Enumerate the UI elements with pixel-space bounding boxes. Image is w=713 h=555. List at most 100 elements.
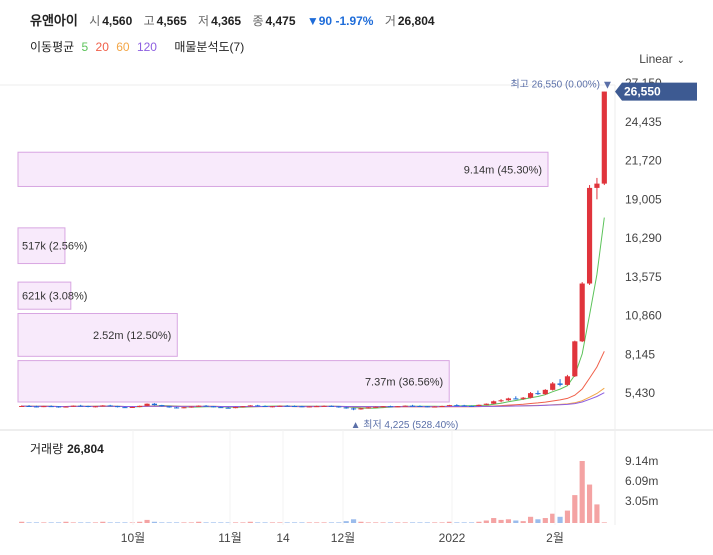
volume-tick-label: 9.14m xyxy=(625,454,658,468)
volume-bar xyxy=(572,495,578,523)
volume-profile-bar xyxy=(17,281,72,310)
open-label: 시 xyxy=(89,14,101,28)
candle-body xyxy=(306,406,312,408)
volume-bar xyxy=(476,521,482,523)
scale-dropdown[interactable]: Linear ⌄ xyxy=(639,52,685,66)
volume-bar xyxy=(159,522,165,523)
candle-body xyxy=(173,407,180,409)
chevron-down-icon: ⌄ xyxy=(676,55,685,66)
volume-bar xyxy=(129,522,135,523)
price-tick-label: 24,435 xyxy=(625,115,662,129)
x-tick-label: 2월 xyxy=(546,531,564,545)
volume-profile-label: 2.52m (12.50%) xyxy=(93,330,171,342)
candle-body xyxy=(151,403,158,406)
candle-body xyxy=(299,406,305,408)
candle-body xyxy=(439,405,445,407)
candle-body xyxy=(63,406,69,408)
candle-body xyxy=(218,407,224,409)
quote-header: 유앤아이 시 4,560 고 4,565 저 4,365 종 4,475 ▼90 -1.… xyxy=(30,10,443,29)
volume-bar xyxy=(262,522,268,523)
candle-body xyxy=(314,406,320,408)
volume-profile-toggle[interactable]: 매물분석도(7) xyxy=(174,40,245,54)
candle-body xyxy=(594,183,600,188)
change-pct: -1.97% xyxy=(335,14,374,28)
volume-profile-label: 517k (2.56%) xyxy=(22,241,87,253)
volume-bar xyxy=(78,522,84,523)
volume-bars-layer: 9.14m 6.09m 3.05m xyxy=(19,454,658,523)
volume-bar xyxy=(166,522,172,523)
x-tick-label: 2022 xyxy=(439,531,466,545)
candle-body xyxy=(188,406,194,408)
volume-bar xyxy=(454,522,460,523)
candle-body xyxy=(513,398,519,400)
candle-layer xyxy=(19,91,607,411)
candle-body xyxy=(210,406,217,408)
candle-body xyxy=(358,408,364,410)
volume-bar xyxy=(173,522,180,523)
volume-bar xyxy=(505,519,512,523)
volume-bar xyxy=(232,522,239,523)
volume-tick-label: 6.09m xyxy=(625,474,658,488)
candle-body xyxy=(380,406,386,408)
candle-body xyxy=(432,406,438,408)
candle-body xyxy=(535,393,541,395)
volume-bar xyxy=(218,522,224,523)
ma120-toggle[interactable]: 120 xyxy=(136,40,157,54)
volume-bar xyxy=(107,522,113,523)
candle-body xyxy=(409,405,416,407)
candle-body xyxy=(601,91,607,184)
volume-bar xyxy=(255,522,261,523)
volume-bar xyxy=(402,522,408,523)
price-tick-label: 19,005 xyxy=(625,192,662,206)
volume-bar xyxy=(336,522,342,523)
current-price-label: 26,550 xyxy=(624,85,661,99)
candle-body xyxy=(284,405,290,407)
volume-bar xyxy=(409,522,416,523)
scale-label: Linear xyxy=(639,52,673,66)
volume-bar xyxy=(144,519,150,523)
candle-body xyxy=(350,408,357,410)
volume-bar xyxy=(550,513,556,523)
volume-bar xyxy=(70,522,76,523)
candle-body xyxy=(365,407,371,409)
candle-body xyxy=(564,376,571,385)
candle-body xyxy=(122,407,128,409)
candle-body xyxy=(247,405,253,407)
price-tick-label: 21,720 xyxy=(625,154,662,168)
price-tick-label: 10,860 xyxy=(625,309,662,323)
candle-body xyxy=(85,405,91,407)
candle-body xyxy=(395,406,401,408)
volume-profile-bar xyxy=(17,313,178,357)
volume-profile-bar xyxy=(17,360,450,403)
candle-body xyxy=(387,406,394,408)
volume-bar xyxy=(520,521,526,523)
candle-body xyxy=(491,401,497,404)
volume-bar xyxy=(491,518,497,523)
volume-bar xyxy=(365,522,371,523)
volume-bar xyxy=(92,522,99,523)
price-tick-label: 5,430 xyxy=(625,386,655,400)
volume-bar xyxy=(513,520,519,523)
x-tick-label: 11월 xyxy=(218,531,242,545)
volume-bar xyxy=(284,522,290,523)
candle-body xyxy=(240,406,246,408)
candle-body xyxy=(48,406,54,408)
candle-body xyxy=(181,407,187,409)
volume-bar xyxy=(247,521,253,523)
current-price-tag xyxy=(615,82,697,101)
candle-body xyxy=(255,405,261,407)
volume-bar xyxy=(240,522,246,523)
ma60-toggle[interactable]: 60 xyxy=(116,40,130,54)
volume-bar xyxy=(122,522,128,523)
candle-body xyxy=(336,406,342,408)
ma-title[interactable]: 이동평균 xyxy=(30,40,75,54)
candle-body xyxy=(424,406,430,408)
ma20-toggle[interactable]: 20 xyxy=(95,40,109,54)
volume-bar xyxy=(314,522,320,523)
candle-body xyxy=(269,406,276,408)
candle-body xyxy=(203,405,209,407)
ma5-toggle[interactable]: 5 xyxy=(81,40,89,54)
candle-body xyxy=(92,406,99,408)
stock-name: 유앤아이 xyxy=(30,13,78,28)
